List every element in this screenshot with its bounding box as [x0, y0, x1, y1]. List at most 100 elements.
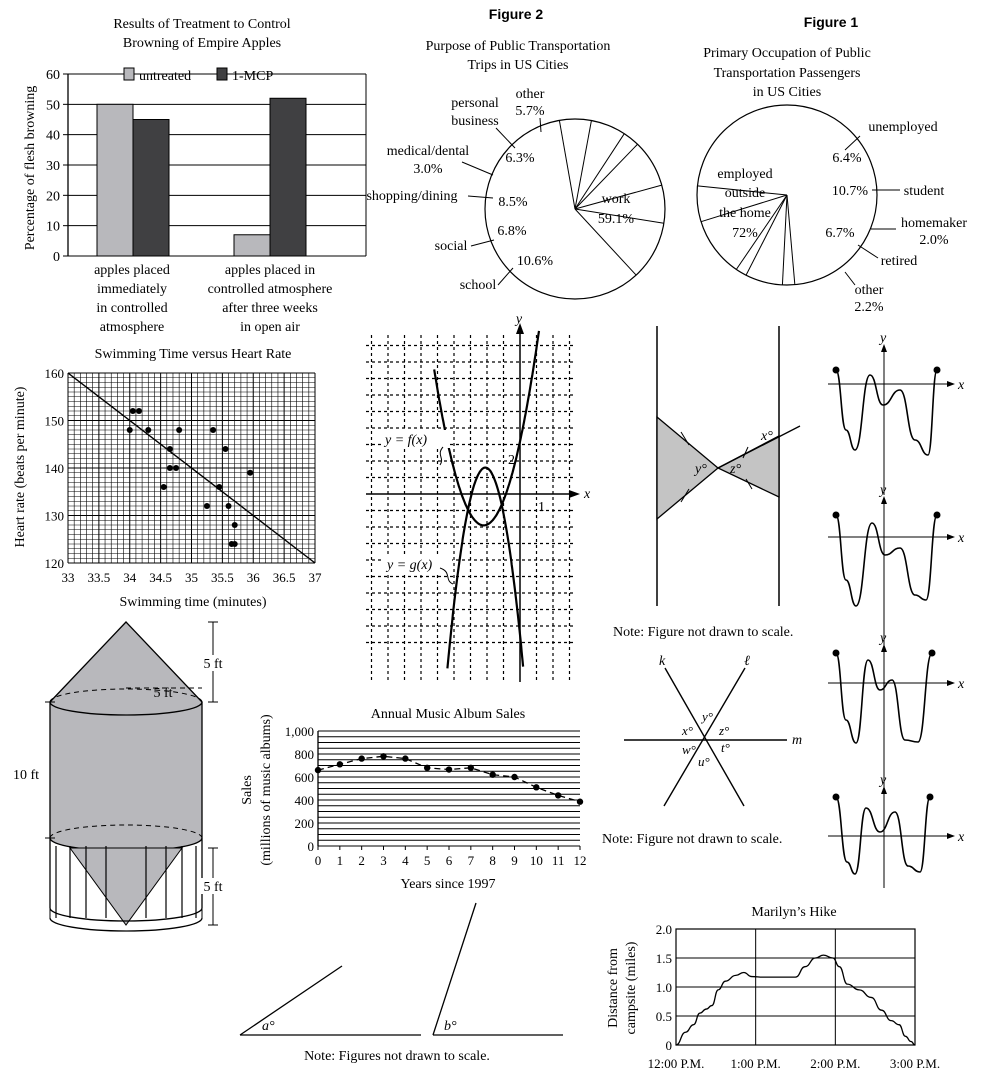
scatter-ytick-label: 140 [45, 461, 65, 476]
mini-1-x-label: x [957, 531, 965, 546]
pie2-school-pct: 10.6% [517, 254, 554, 269]
geo1-y-label: y° [693, 462, 707, 477]
scatter-point [176, 427, 183, 433]
mini-3-y-label: y [878, 773, 887, 788]
music-point [314, 766, 322, 774]
scatter-title: Swimming Time versus Heart Rate [95, 347, 292, 362]
dim-top-bg [200, 655, 230, 671]
bar-ytick-label: 10 [46, 220, 60, 235]
dim-mid-label: 10 ft [13, 768, 39, 783]
angle-y-label: y° [700, 709, 713, 724]
music-xtick-label: 6 [446, 853, 453, 868]
pie2-medical-pct: 3.0% [413, 162, 443, 177]
bar-untreated-0 [96, 103, 134, 257]
scatter-xtick-label: 34 [123, 570, 137, 585]
pie1-unemployed-pct: 6.4% [832, 151, 862, 166]
silo-base-ring-lower [49, 917, 203, 932]
pie2-shopping-pct: 8.5% [498, 195, 528, 210]
bar-ytick-label: 40 [46, 129, 60, 144]
scatter-point [166, 465, 173, 471]
music-point [511, 773, 518, 781]
fg-f-pointer [439, 446, 444, 466]
pie2-medical-leader [461, 161, 494, 176]
pie2-divider-3 [574, 184, 662, 210]
swimming-heart-rate-scatter-plot: Swimming Time versus Heart Rate 33 33.5 34… [13, 347, 322, 610]
scatter-point [203, 503, 210, 509]
legend-swatch-untreated [123, 67, 135, 81]
bar-category-label: after three weeks [222, 301, 318, 316]
pie2-other-pct: 5.7% [515, 104, 545, 119]
pie2-divider-5 [574, 133, 625, 210]
scatter-xtick-label: 33 [62, 570, 75, 585]
fg-f-label: y = f(x) [383, 433, 427, 448]
mini-0-y-arrow [881, 344, 887, 352]
line-k-label: k [659, 654, 666, 669]
music-xtick-label: 10 [530, 853, 543, 868]
line-m-label: m [792, 733, 802, 748]
pie2-social-leader [470, 239, 495, 247]
angle-a-label: a° [262, 1019, 275, 1034]
tick-mark-4 [745, 478, 753, 490]
bar-ytick-label: 20 [46, 189, 60, 204]
bar-ytick-label: 60 [46, 68, 60, 83]
pie2-social-label: social [435, 239, 468, 254]
transversal-extension [717, 425, 801, 469]
scatter-ytick-label: 160 [45, 366, 65, 381]
music-point [576, 798, 584, 805]
music-point [402, 755, 409, 762]
bar-title-line-2: Browning of Empire Apples [123, 36, 281, 51]
music-point [467, 764, 475, 771]
silo-cone-top [49, 621, 203, 716]
fg-f-label-bg [382, 430, 450, 448]
angle-a-ray [239, 965, 343, 1036]
hike-xtick-label: 2:00 P.M. [810, 1056, 860, 1071]
silo-cylinder [50, 702, 202, 838]
angle-b-ray [432, 902, 477, 1036]
pie2-medical-label: medical/dental [387, 144, 470, 159]
pie1-employed-label-1: employed [717, 167, 772, 182]
legend-label-untreated: untreated [139, 69, 191, 84]
scatter-point [126, 427, 133, 433]
scatter-point [136, 408, 143, 414]
pie2-divider-2 [574, 208, 664, 224]
hike-ytick-label: 0.5 [656, 1009, 672, 1024]
silo-legs [49, 838, 203, 918]
scatter-xtick-label: 35 [185, 570, 198, 585]
trip-purpose-pie-chart: Figure 2 Purpose of Public Transportatio… [366, 6, 666, 300]
music-y-label-1: Sales [240, 775, 255, 805]
music-point [423, 764, 431, 771]
angle-w-label: w° [682, 742, 696, 757]
tick-mark-2 [680, 488, 690, 503]
scatter-y-axis-label: Heart rate (beats per minute) [13, 386, 28, 547]
angle-u-label: u° [698, 754, 710, 769]
parallel-lines-triangles-figure: y° z° x° Note: Figure not drawn to scale… [613, 326, 801, 640]
line-l [663, 667, 746, 807]
silo-base-ring-front [49, 907, 203, 922]
bar-category-label: apples placed [94, 263, 170, 278]
hike-ytick-label: 1.5 [656, 951, 672, 966]
mini-0-y-label: y [878, 331, 887, 346]
silo-figure: 5 ft 5 ft 10 ft 5 ft [13, 621, 230, 932]
scatter-point [166, 446, 173, 452]
scatter-point [247, 469, 254, 476]
fg-x-label: x [583, 487, 591, 502]
silo-base-sides [49, 838, 203, 908]
geo1-z-label: z° [729, 462, 741, 477]
pie1-retired-pct: 6.7% [825, 226, 855, 241]
pie2-divider-4 [574, 143, 638, 210]
scatter-point [129, 408, 136, 414]
scatter-fit-line [67, 372, 316, 564]
bar-category-label: in controlled [96, 301, 167, 316]
hike-xtick-label: 1:00 P.M. [731, 1056, 781, 1071]
silo-top-ellipse-front [49, 701, 203, 716]
pie2-shopping-leader [467, 195, 494, 199]
pie1-divider-4 [745, 194, 788, 276]
hike-title: Marilyn’s Hike [751, 905, 836, 920]
mini-1-y-label: y [878, 483, 887, 498]
music-xtick-label: 4 [402, 853, 409, 868]
right-shaded-triangle [716, 434, 780, 499]
bar-1-mcp-1 [269, 97, 307, 257]
mini-0-curve [835, 369, 938, 456]
line-l-label: ℓ [744, 654, 750, 669]
